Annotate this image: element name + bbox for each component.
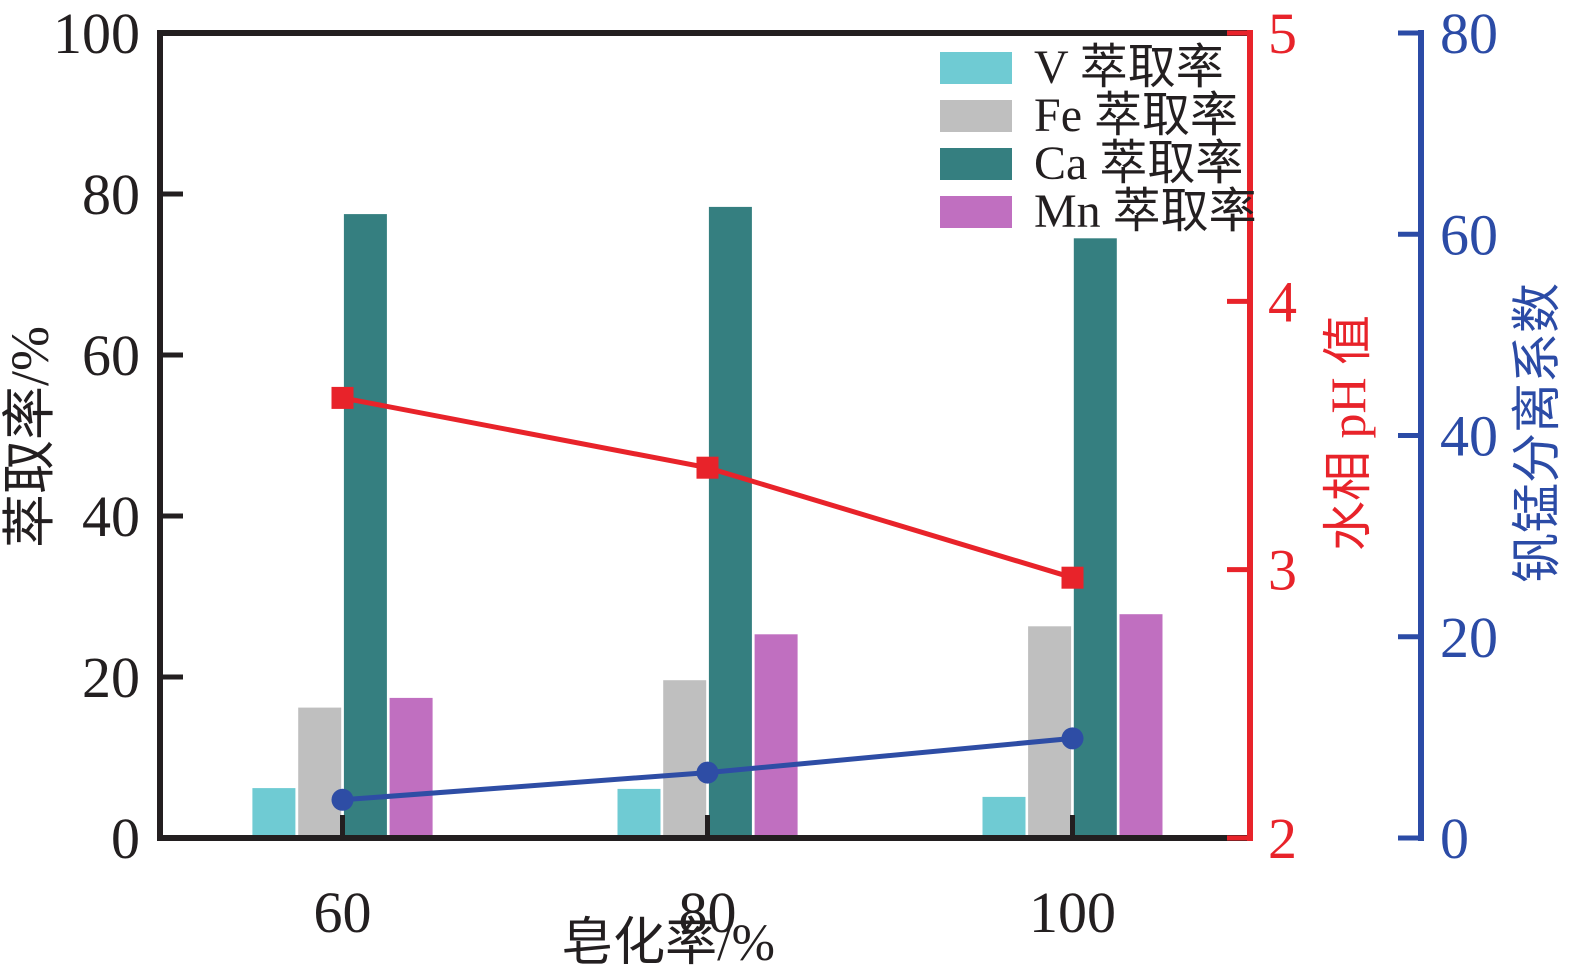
coeff-axis-title: 钒锰分离系数: [1509, 283, 1565, 583]
coeff-tick-label: 0: [1440, 806, 1469, 871]
bar-mn-80: [754, 634, 798, 838]
bar-mn-60: [389, 697, 433, 838]
bar-fe-80: [663, 680, 707, 838]
lines-layer: [331, 386, 1084, 811]
ph-marker-100: [1061, 566, 1084, 589]
coeff-tick-label: 20: [1440, 605, 1498, 670]
bar-v-80: [617, 788, 661, 838]
bar-ca-80: [708, 206, 752, 838]
ph-tick-label: 4: [1268, 269, 1297, 334]
axes-layer: [157, 30, 1424, 841]
left-tick-label: 80: [82, 162, 140, 227]
legend-item-v: V 萃取率: [940, 44, 1257, 92]
x-tick-label: 80: [679, 880, 737, 945]
coeff-marker-60: [331, 788, 354, 811]
coeff-tick-label: 40: [1440, 404, 1498, 469]
ph-line: [342, 395, 1074, 581]
left-axis-title: 萃取率/%: [0, 326, 60, 548]
bar-ca-60: [343, 214, 387, 839]
bar-ca-100: [1073, 238, 1117, 839]
left-tick-label: 0: [111, 806, 140, 871]
legend-swatch-ca: [940, 148, 1012, 180]
left-tick-label: 60: [82, 323, 140, 388]
bar-fe-60: [298, 707, 342, 838]
ph-marker-80: [696, 456, 719, 479]
bar-v-100: [982, 796, 1026, 838]
ph-marker-60: [331, 386, 354, 409]
legend-swatch-v: [940, 52, 1012, 84]
ph-tick-label: 3: [1268, 538, 1297, 603]
legend-item-fe: Fe 萃取率: [940, 92, 1257, 140]
ph-tick-label: 2: [1268, 806, 1297, 871]
legend-item-mn: Mn 萃取率: [940, 188, 1257, 236]
left-tick-label: 40: [82, 484, 140, 549]
legend-label-mn: Mn 萃取率: [1034, 185, 1257, 238]
coeff-tick-label: 80: [1440, 1, 1498, 66]
legend-label-v: V 萃取率: [1034, 41, 1224, 94]
coeff-marker-100: [1061, 727, 1084, 750]
legend-swatch-fe: [940, 100, 1012, 132]
x-tick-label: 100: [1029, 880, 1116, 945]
legend-item-ca: Ca 萃取率: [940, 140, 1257, 188]
legend: V 萃取率 Fe 萃取率 Ca 萃取率 Mn 萃取率: [940, 44, 1257, 236]
legend-label-ca: Ca 萃取率: [1034, 137, 1244, 190]
coeff-marker-80: [696, 761, 719, 784]
tick-labels-layer: 0 20 40 60 80 100 60 80 100 2 3 4 5 0 20 40 60 80: [53, 1, 1498, 945]
bar-mn-100: [1119, 614, 1163, 838]
bar-v-60: [252, 788, 296, 838]
left-tick-label: 20: [82, 645, 140, 710]
left-tick-label: 100: [53, 1, 140, 66]
ph-tick-label: 5: [1268, 1, 1297, 66]
legend-swatch-mn: [940, 196, 1012, 228]
x-tick-label: 60: [314, 880, 372, 945]
x-axis-title: 皂化率/%: [561, 915, 775, 972]
coeff-tick-label: 60: [1440, 202, 1498, 267]
legend-label-fe: Fe 萃取率: [1034, 89, 1239, 142]
ph-axis-title: 水相 pH 值: [1320, 314, 1376, 552]
